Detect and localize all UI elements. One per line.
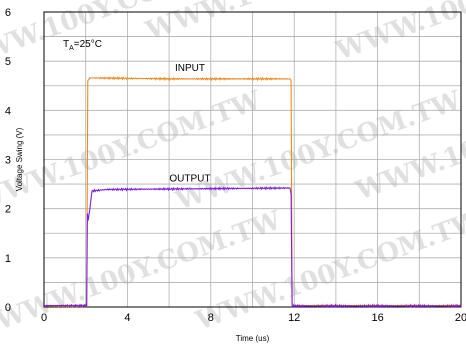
y-tick-label: 4 — [5, 105, 11, 117]
series-labels: INPUT OUTPUT — [169, 63, 210, 185]
series-layer — [43, 76, 462, 309]
condition-annotation: TA=25°C — [63, 39, 102, 52]
plot-frame — [43, 11, 462, 308]
y-tick-label: 5 — [5, 56, 11, 68]
condition-subscript: A — [69, 45, 74, 52]
y-tick-label: 2 — [5, 204, 11, 216]
y-tick-label: 0 — [5, 302, 11, 314]
x-tick-label: 12 — [288, 312, 300, 324]
condition-symbol: T — [63, 39, 69, 50]
grid-lines — [44, 12, 461, 307]
x-tick-label: 4 — [124, 312, 130, 324]
x-tick-label: 0 — [41, 312, 47, 324]
y-tick-label: 3 — [5, 155, 11, 167]
series-label-input: INPUT — [175, 63, 205, 74]
x-tick-label: 20 — [455, 312, 466, 324]
y-axis-label: Voltage Swing (V) — [15, 127, 24, 191]
condition-value: =25°C — [74, 39, 102, 50]
y-tick-labels: 0 1 2 3 4 5 6 — [5, 7, 11, 314]
series-line-output — [43, 185, 462, 309]
x-tick-label: 8 — [208, 312, 214, 324]
series-label-output: OUTPUT — [169, 173, 210, 184]
y-tick-label: 6 — [5, 7, 11, 19]
x-axis-label: Time (us) — [236, 334, 270, 343]
x-tick-label: 16 — [371, 312, 383, 324]
x-tick-labels: 0 4 8 12 16 20 — [41, 312, 466, 324]
watermark-text: WWW.100Y.COM.TW — [331, 0, 466, 67]
y-tick-label: 1 — [5, 253, 11, 265]
